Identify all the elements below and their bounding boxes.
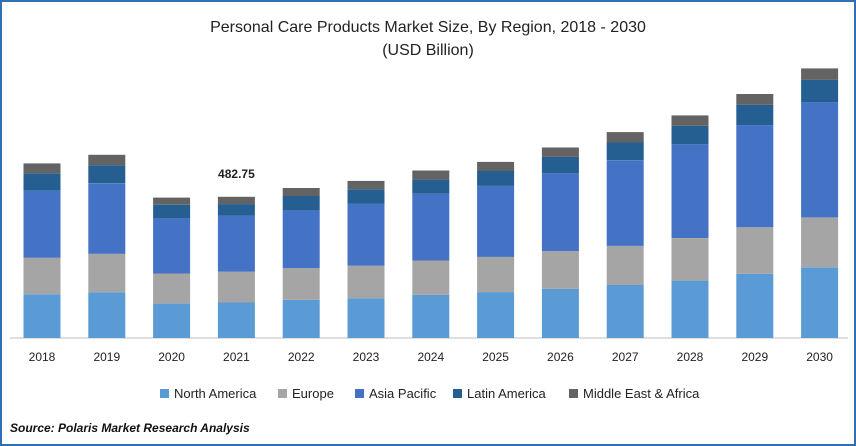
bar-2025-north-america [477, 292, 515, 338]
legend-swatch-north-america [160, 389, 169, 398]
bar-2030-europe [801, 217, 839, 268]
x-tick-2024: 2024 [417, 350, 444, 364]
bar-2018-europe [23, 257, 61, 295]
bar-2024-middle-east-africa [412, 170, 450, 180]
bar-2020-middle-east-africa [153, 197, 191, 205]
bar-2020-north-america [153, 303, 191, 338]
legend-label-europe: Europe [292, 386, 334, 401]
bar-2022-middle-east-africa [282, 188, 320, 197]
x-tick-2027: 2027 [612, 350, 639, 364]
bar-2025-middle-east-africa [477, 161, 515, 171]
bar-2030-asia-pacific [801, 102, 839, 218]
bar-2026-north-america [541, 288, 579, 338]
bar-2023-latin-america [347, 189, 385, 204]
bar-2029-asia-pacific [736, 125, 774, 228]
x-tick-2026: 2026 [547, 350, 574, 364]
bar-2023-north-america [347, 298, 385, 338]
bar-2029-latin-america [736, 104, 774, 126]
annotation-group: 482.75 [218, 167, 255, 181]
bar-2019-latin-america [88, 165, 126, 184]
bar-2020-europe [153, 273, 191, 304]
bar-2022-europe [282, 268, 320, 300]
bar-2023-asia-pacific [347, 203, 385, 266]
bar-2022-latin-america [282, 196, 320, 211]
x-tick-labels: 2018 2019 2020 2021 2022 2023 2024 2025 2026 2027… [29, 350, 834, 364]
bar-2027-asia-pacific [606, 160, 644, 246]
bar-2021-north-america [217, 302, 255, 338]
bar-2028-asia-pacific [671, 144, 709, 238]
x-tick-2020: 2020 [158, 350, 185, 364]
bar-2025-asia-pacific [477, 185, 515, 257]
legend-label-north-america: North America [174, 386, 257, 401]
bar-2024-north-america [412, 294, 450, 338]
bar-2025-europe [477, 256, 515, 292]
bar-2027-middle-east-africa [606, 132, 644, 143]
bar-2019-middle-east-africa [88, 154, 126, 166]
legend-label-latin-america: Latin America [467, 386, 547, 401]
legend: North America Europe Asia Pacific Latin Ame… [160, 386, 700, 401]
bar-2029-europe [736, 227, 774, 274]
bar-2030-middle-east-africa [801, 68, 839, 80]
bar-2030-north-america [801, 267, 839, 338]
bar-2028-europe [671, 238, 709, 281]
bar-2021-latin-america [217, 204, 255, 216]
bar-2019-asia-pacific [88, 183, 126, 254]
bar-2018-latin-america [23, 173, 61, 191]
bar-2021-middle-east-africa [217, 196, 255, 205]
bar-2026-middle-east-africa [541, 147, 579, 157]
source-note: Source: Polaris Market Research Analysis [10, 421, 250, 435]
legend-swatch-latin-america [453, 389, 462, 398]
legend-label-middle-east-africa: Middle East & Africa [583, 386, 700, 401]
bar-2029-north-america [736, 273, 774, 338]
bar-2020-latin-america [153, 204, 191, 219]
bar-2021-europe [217, 271, 255, 303]
bar-2023-middle-east-africa [347, 180, 385, 190]
x-tick-2018: 2018 [29, 350, 56, 364]
legend-swatch-europe [278, 389, 287, 398]
bar-2018-north-america [23, 294, 61, 338]
legend-swatch-middle-east-africa [569, 389, 578, 398]
bar-2027-europe [606, 245, 644, 285]
bar-2027-latin-america [606, 142, 644, 161]
bar-2025-latin-america [477, 171, 515, 186]
bar-2018-asia-pacific [23, 190, 61, 258]
bar-2028-middle-east-africa [671, 115, 709, 126]
bar-2027-north-america [606, 285, 644, 338]
legend-label-asia-pacific: Asia Pacific [369, 386, 437, 401]
bar-2026-latin-america [541, 156, 579, 174]
bars-group [23, 68, 839, 338]
bar-2029-middle-east-africa [736, 94, 774, 105]
x-tick-2029: 2029 [741, 350, 768, 364]
x-tick-2019: 2019 [93, 350, 120, 364]
bar-2026-asia-pacific [541, 173, 579, 252]
x-tick-2021: 2021 [223, 350, 250, 364]
chart-subtitle: (USD Billion) [382, 42, 474, 59]
bar-2022-asia-pacific [282, 210, 320, 269]
bar-2021-asia-pacific [217, 215, 255, 272]
data-label-2021: 482.75 [218, 167, 255, 181]
bar-2024-asia-pacific [412, 193, 450, 261]
bar-2028-latin-america [671, 125, 709, 145]
chart-title: Personal Care Products Market Size, By R… [210, 19, 646, 36]
x-tick-2030: 2030 [806, 350, 833, 364]
x-tick-2023: 2023 [353, 350, 380, 364]
bar-2020-asia-pacific [153, 218, 191, 274]
x-tick-2028: 2028 [677, 350, 704, 364]
bar-2030-latin-america [801, 79, 839, 103]
bar-2024-latin-america [412, 179, 450, 194]
legend-swatch-asia-pacific [355, 389, 364, 398]
x-tick-2022: 2022 [288, 350, 315, 364]
bar-2023-europe [347, 265, 385, 299]
bar-2024-europe [412, 260, 450, 295]
bar-2019-north-america [88, 292, 126, 338]
bar-2028-north-america [671, 280, 709, 338]
x-tick-2025: 2025 [482, 350, 509, 364]
bar-2019-europe [88, 253, 126, 293]
bar-2022-north-america [282, 299, 320, 338]
bar-2018-middle-east-africa [23, 163, 61, 174]
bar-2026-europe [541, 251, 579, 289]
